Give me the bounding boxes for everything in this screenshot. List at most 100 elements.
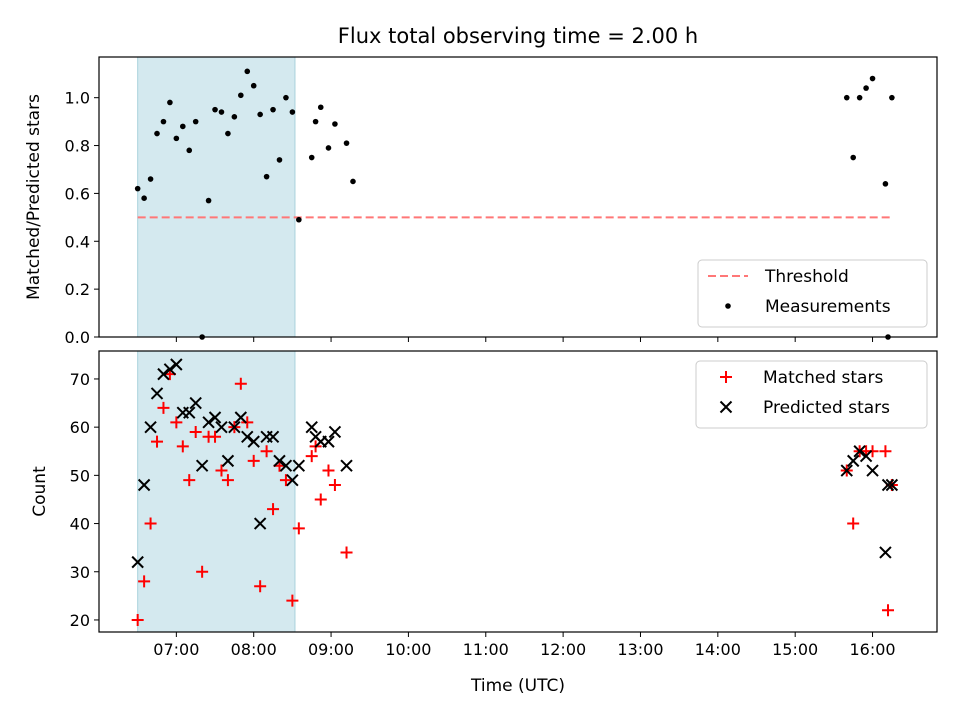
matched-star-point — [189, 425, 202, 438]
legend-label: Predicted stars — [763, 398, 890, 418]
measurement-point — [192, 118, 199, 125]
highlight-span — [137, 350, 296, 633]
matched-star-point — [131, 613, 144, 626]
predicted-star-point — [195, 459, 209, 472]
x-tick-label: 16:00 — [849, 640, 895, 659]
matched-star-point — [322, 464, 335, 477]
matched-star-point — [247, 454, 260, 467]
predicted-star-point — [273, 454, 286, 468]
x-tick-label: 07:00 — [153, 640, 199, 659]
bottom-highlight-span — [137, 350, 296, 633]
legend-measurement-swatch — [725, 303, 731, 309]
measurement-point — [205, 197, 212, 204]
predicted-star-point — [137, 478, 151, 492]
measurement-point — [263, 173, 270, 180]
matched-star-point — [157, 401, 170, 414]
matched-star-point — [209, 430, 222, 443]
plot-frame — [98, 350, 938, 633]
x-tick-label: 14:00 — [695, 640, 741, 659]
matched-star-point — [279, 474, 292, 487]
predicted-star-point — [859, 449, 873, 463]
predicted-star-point — [221, 454, 235, 468]
bottom-axes: 20 30 40 50 60 70 07:00 08:00 09:00 10:00 11:00 12:… — [70, 350, 938, 659]
x-tick-label: 12:00 — [540, 640, 586, 659]
measurement-point — [296, 216, 302, 223]
measurement-point — [308, 154, 315, 161]
measurement-point — [325, 145, 332, 151]
matched-star-point — [340, 546, 353, 559]
matched-star-point — [138, 575, 151, 588]
matched-star-point — [260, 445, 273, 458]
measurement-point — [312, 118, 319, 125]
y-tick-label: 20 — [70, 611, 90, 630]
plot-frame — [98, 56, 938, 338]
y-tick-label: 0.4 — [65, 232, 90, 251]
measurement-point — [850, 154, 856, 161]
predicted-star-point — [247, 435, 260, 448]
predicted-star-point — [189, 396, 202, 410]
measurement-point — [231, 114, 238, 120]
y-tick-label: 0.0 — [65, 328, 90, 347]
measurement-point — [180, 123, 186, 130]
y-tick-label: 0.2 — [65, 280, 90, 299]
legend-predicted-swatch — [719, 400, 733, 414]
measurement-point — [863, 85, 869, 91]
measurement-point — [134, 185, 141, 192]
measurement-point — [218, 109, 225, 115]
predicted-star-point — [305, 420, 318, 434]
x-tick-label: 15:00 — [772, 640, 818, 659]
x-axis-label: Time (UTC) — [470, 676, 565, 696]
predicted-star-point — [208, 411, 222, 424]
predicted-star-point — [853, 445, 866, 458]
top-y-axis-label: Matched/Predicted stars — [24, 94, 44, 300]
y-tick-label: 1.0 — [65, 89, 90, 108]
predicted-star-point — [328, 425, 342, 439]
measurement-point — [250, 82, 257, 89]
x-tick-label: 13:00 — [617, 640, 663, 659]
predicted-star-point — [215, 420, 228, 434]
legend-label: Threshold — [764, 267, 849, 287]
matched-star-point — [286, 594, 299, 607]
matched-star-point — [196, 565, 209, 578]
highlight-span — [137, 56, 296, 338]
x-tick-label: 11:00 — [463, 640, 509, 659]
matched-star-point — [241, 416, 254, 429]
y-tick-label: 30 — [70, 563, 90, 582]
predicted-star-point — [234, 411, 248, 424]
measurement-point — [317, 104, 324, 111]
y-tick-label: 0.6 — [65, 184, 90, 203]
matched-star-point — [170, 416, 183, 429]
measurement-points — [134, 68, 895, 340]
top-axes: 0.0 0.2 0.4 0.6 0.8 1.0 — [65, 56, 938, 347]
bottom-legend: Matched stars Predicted stars — [695, 360, 928, 429]
measurement-point — [283, 94, 289, 101]
matched-star-point — [866, 445, 879, 458]
legend-label: Measurements — [765, 297, 891, 317]
x-tick-label: 09:00 — [308, 640, 354, 659]
legend-box — [697, 259, 928, 328]
y-tick-label: 70 — [70, 370, 90, 389]
measurement-point — [332, 121, 338, 127]
predicted-star-point — [879, 546, 892, 559]
measurement-point — [856, 94, 863, 101]
matched-star-point — [144, 517, 157, 530]
measurement-point — [257, 111, 263, 118]
matched-star-point — [314, 493, 327, 506]
measurement-point — [225, 130, 231, 137]
bottom-y-axis-label: Count — [30, 466, 50, 517]
predicted-star-point — [866, 464, 879, 477]
predicted-star-point — [131, 555, 144, 569]
predicted-star-point — [163, 363, 177, 376]
count-points — [131, 358, 899, 626]
predicted-star-point — [241, 430, 254, 444]
matched-star-point — [183, 474, 196, 487]
measurement-point — [167, 99, 173, 106]
measurement-point — [160, 118, 167, 125]
matched-star-point — [292, 522, 305, 535]
measurement-point — [350, 178, 356, 185]
matched-star-point — [176, 440, 189, 453]
measurement-point — [154, 130, 160, 137]
predicted-star-point — [150, 387, 164, 400]
